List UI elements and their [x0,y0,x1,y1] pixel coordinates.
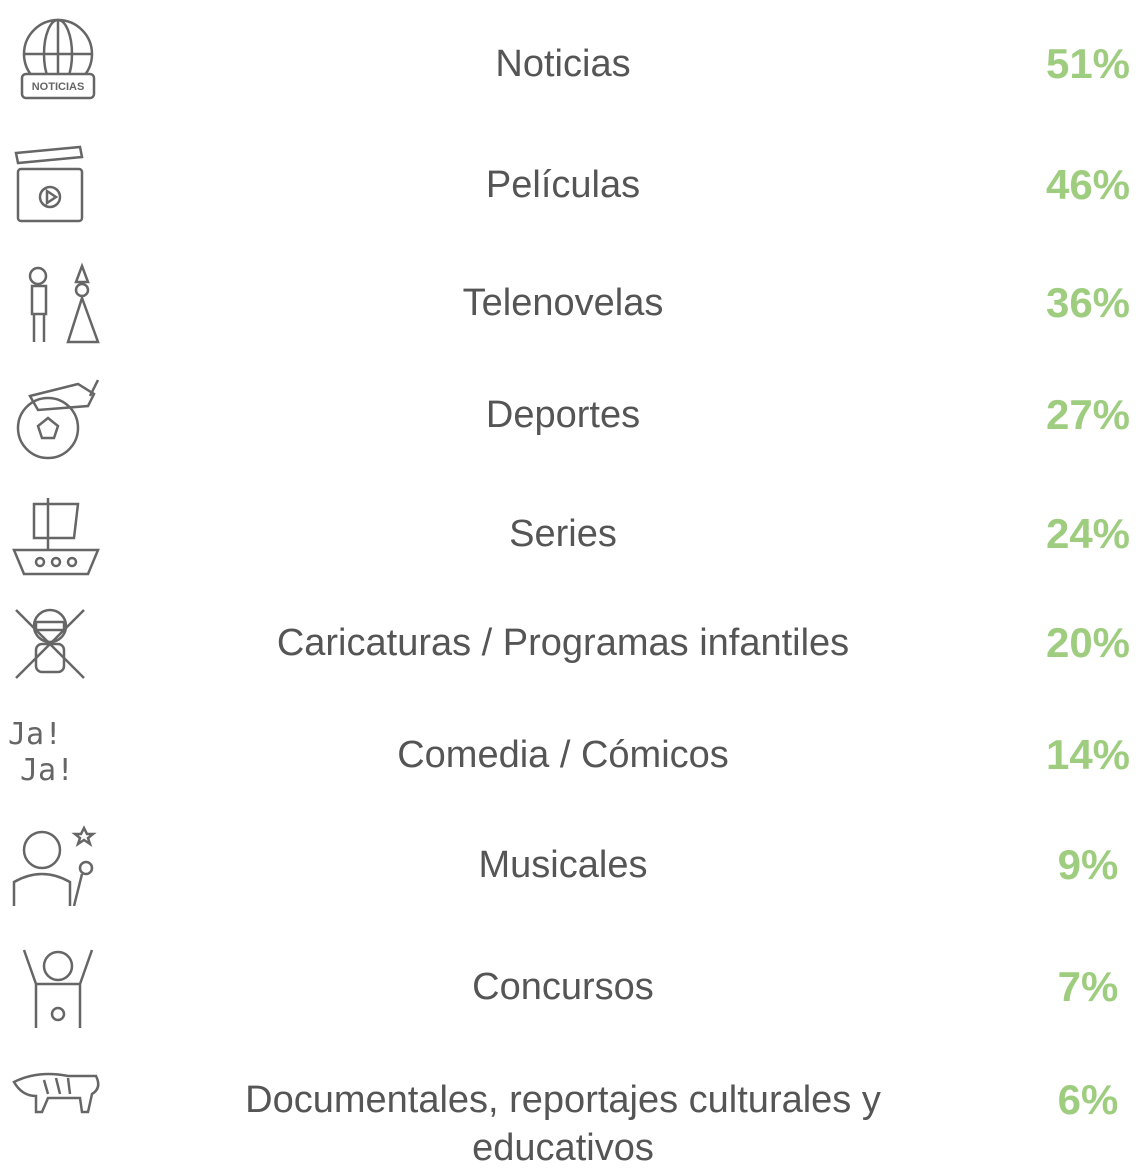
item-value: 36% [1045,279,1131,326]
series-icon [12,498,100,576]
soap-icon [28,262,100,344]
item-label: Series [509,513,617,555]
cartoon-icon [15,608,85,679]
film-icon [14,145,84,223]
news-icon: NOTICIAS [20,18,96,100]
item-value: 46% [1045,161,1131,208]
item-label: Películas [485,164,641,206]
icon-text: Ja! [20,753,74,788]
item-label: Comedia / Cómicos [397,734,729,776]
item-label: Musicales [478,844,648,886]
item-value: 9% [1057,841,1119,888]
item-value: 6% [1057,1076,1119,1123]
icon-text: NOTICIAS [32,81,85,93]
item-label: Documentales, reportajes culturales y ed… [245,1079,881,1169]
item-value: 27% [1045,391,1131,438]
item-value: 24% [1045,510,1131,557]
item-value: 51% [1045,40,1131,87]
contest-icon [22,949,94,1028]
item-label: Deportes [485,394,641,436]
item-value: 20% [1045,619,1131,666]
icon-text: Ja! [8,717,62,752]
item-label: Telenovelas [462,282,664,324]
item-label: Noticias [495,43,631,85]
comedy-icon: Ja! Ja! [8,717,74,788]
item-value: 7% [1057,963,1119,1010]
item-label: Concursos [472,966,654,1008]
item-label: Caricaturas / Programas infantiles [276,622,850,664]
sports-icon [16,379,100,460]
music-icon [12,825,97,906]
item-value: 14% [1045,731,1131,778]
documentary-icon [12,1072,100,1114]
